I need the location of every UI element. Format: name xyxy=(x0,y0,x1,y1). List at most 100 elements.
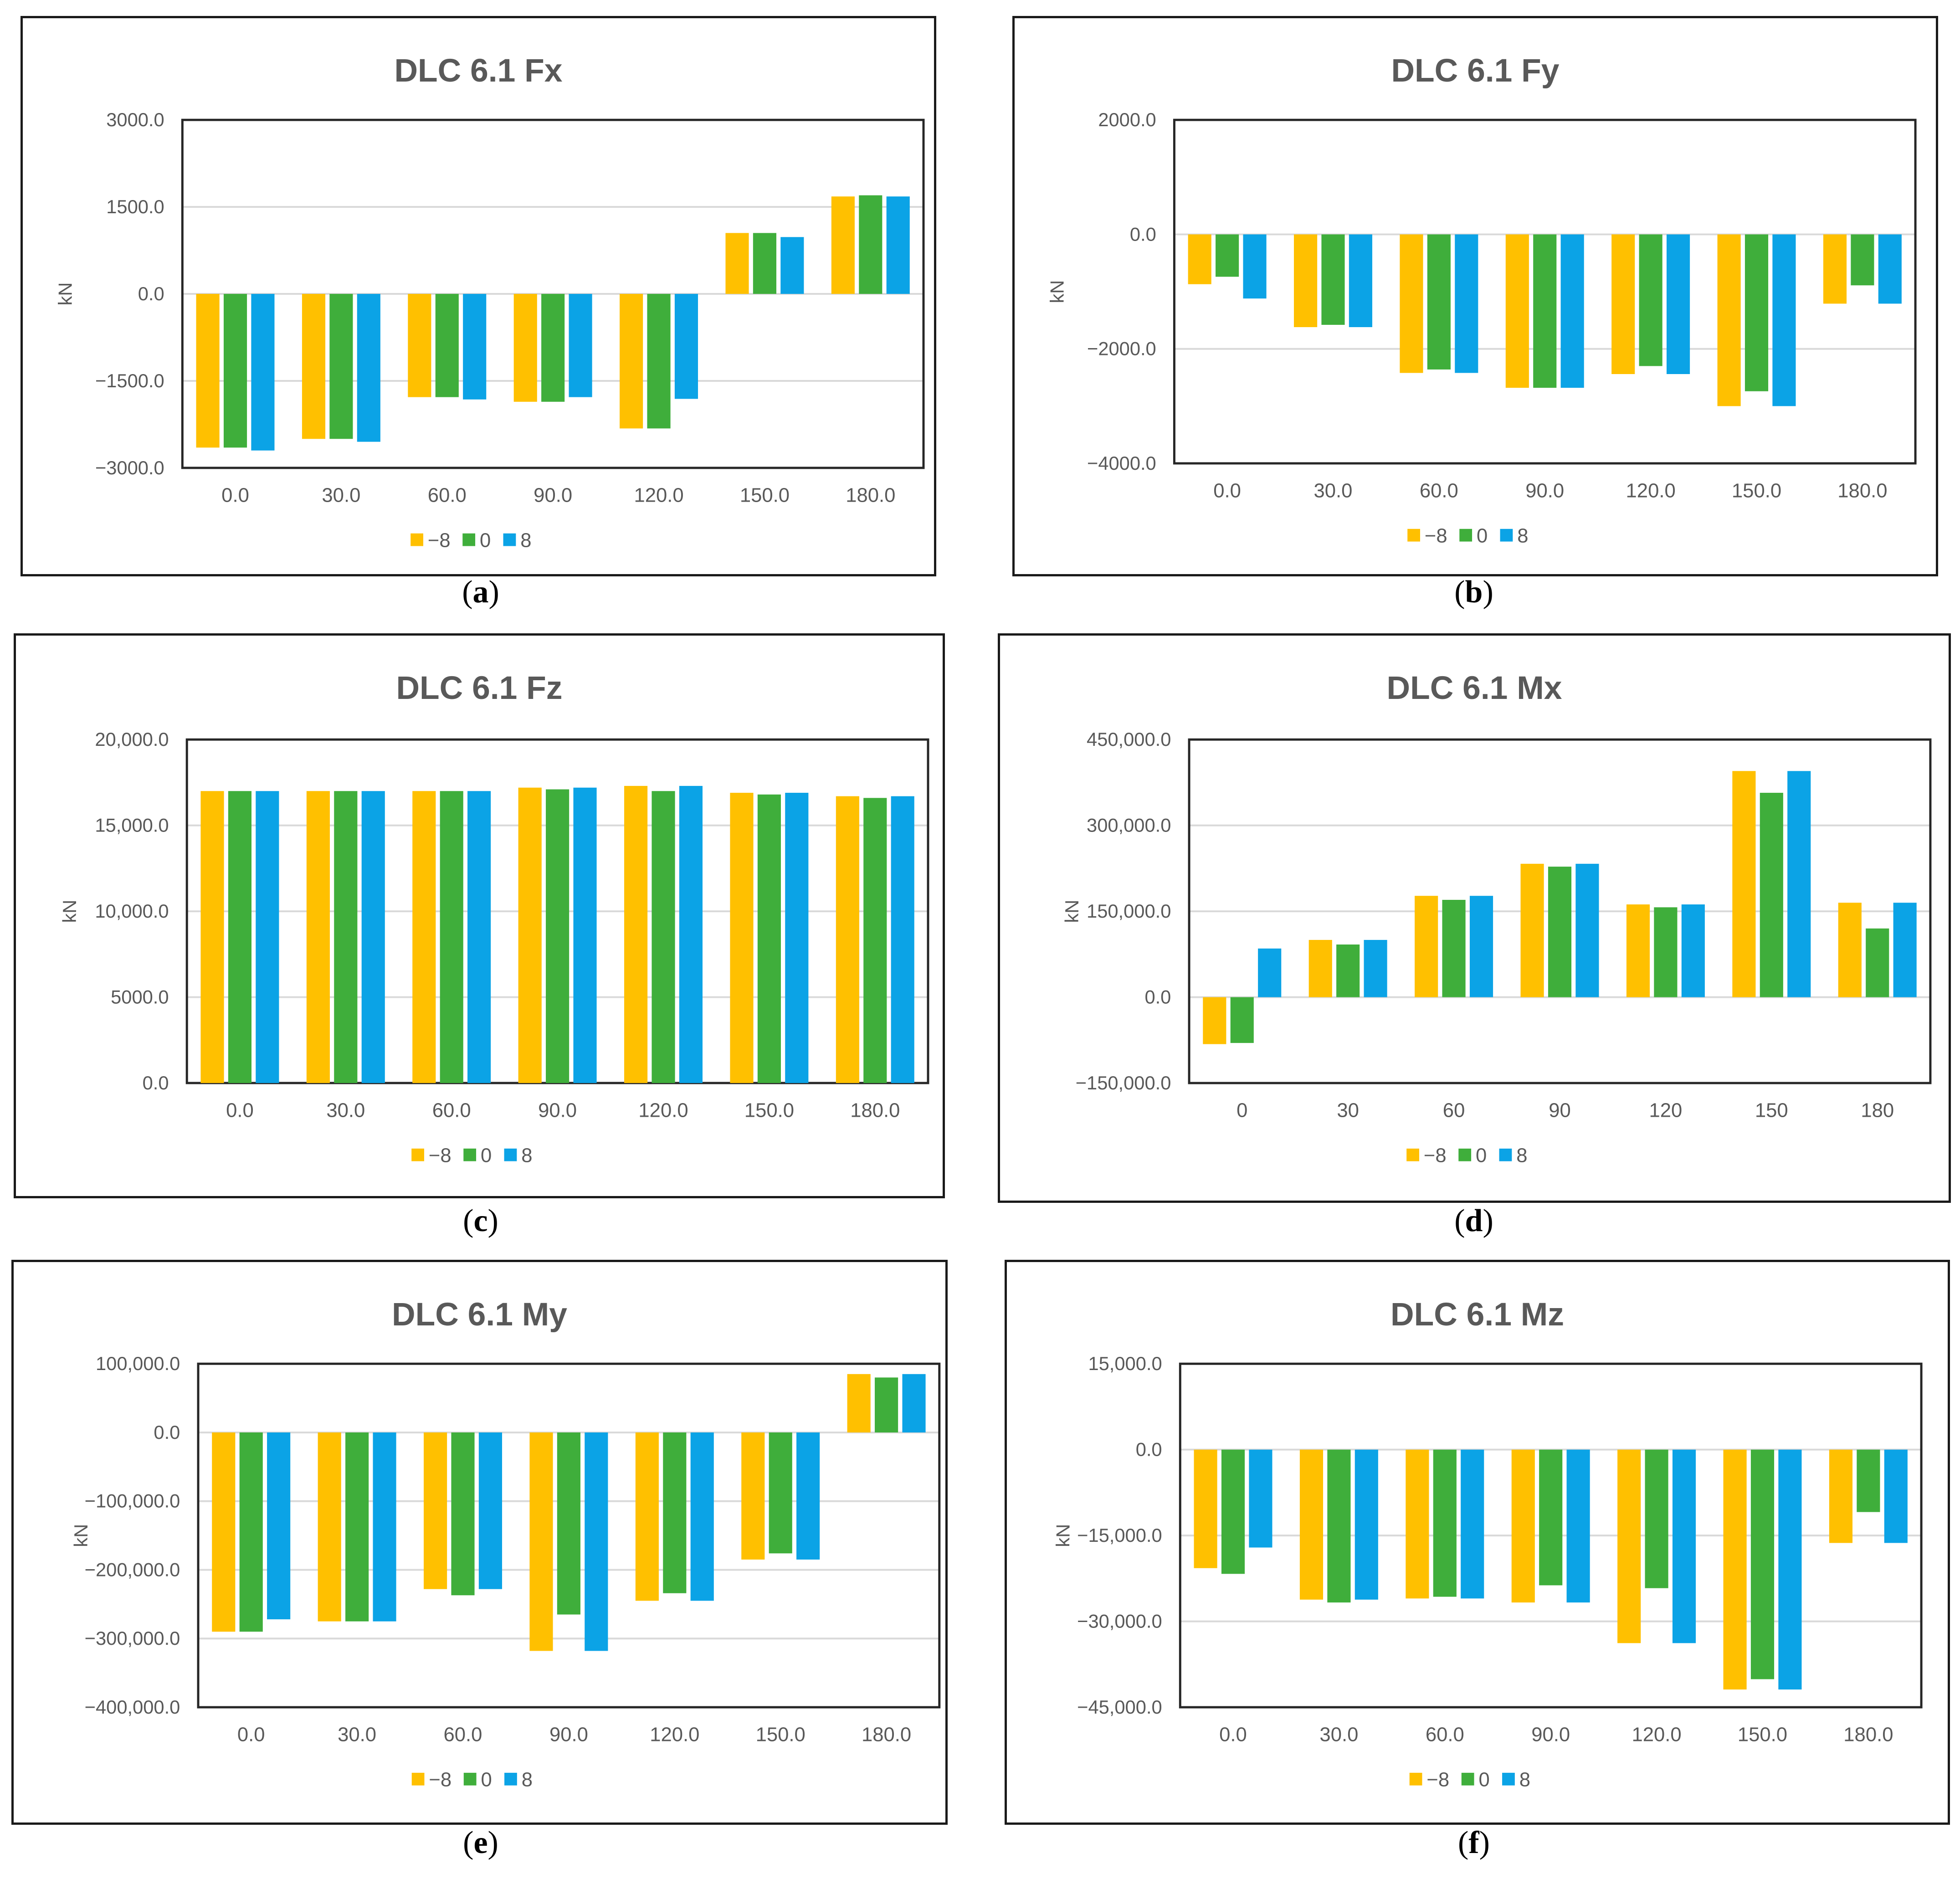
bar-neg8-3 xyxy=(1520,863,1544,997)
x-tick-label: 90.0 xyxy=(1531,1723,1570,1745)
bar-neg8-2 xyxy=(408,294,431,397)
bar-pos8-6 xyxy=(891,796,914,1083)
x-tick-label: 120.0 xyxy=(650,1723,699,1745)
bar-neg8-4 xyxy=(635,1432,659,1601)
bar-neg8-0 xyxy=(1203,997,1226,1044)
legend-label: 8 xyxy=(1517,525,1528,547)
legend-label: −8 xyxy=(429,1145,452,1167)
chart-svg: DLC 6.1 Mz 15,000.0 0.0 −15,000.0 −30,000.0 −… xyxy=(1052,1296,1923,1791)
bar-zero-1 xyxy=(345,1432,369,1622)
x-tick-label: 0.0 xyxy=(1213,479,1241,502)
y-tick-label: −15,000.0 xyxy=(1077,1525,1162,1546)
x-tick-label: 30.0 xyxy=(326,1099,365,1121)
bar-zero-3 xyxy=(541,294,565,402)
bar-zero-4 xyxy=(1645,1449,1668,1588)
bar-zero-4 xyxy=(663,1432,687,1593)
bar-pos8-6 xyxy=(1878,234,1902,304)
bar-pos8-2 xyxy=(1461,1449,1484,1599)
panel-caption-e: (e) xyxy=(463,1825,498,1860)
x-tick-label: 120.0 xyxy=(638,1099,688,1121)
x-tick-label: 150 xyxy=(1755,1099,1788,1121)
legend-swatch-neg8 xyxy=(1406,1148,1419,1161)
caption-letter: f xyxy=(1468,1825,1479,1860)
bar-zero-4 xyxy=(1654,907,1678,997)
bar-neg8-1 xyxy=(1299,1449,1324,1600)
bar-pos8-0 xyxy=(267,1432,291,1620)
bar-zero-1 xyxy=(334,791,358,1083)
x-tick-label: 0.0 xyxy=(221,484,249,506)
panel-caption-b: (b) xyxy=(1454,575,1493,610)
y-tick-label: 100,000.0 xyxy=(96,1353,180,1374)
legend-swatch-neg8 xyxy=(410,533,423,546)
bar-pos8-6 xyxy=(902,1374,926,1432)
bar-neg8-5 xyxy=(730,792,754,1083)
y-axis-label: kN xyxy=(1061,900,1083,923)
chart-title: DLC 6.1 Mx xyxy=(1387,670,1562,706)
bar-zero-2 xyxy=(1433,1449,1457,1597)
bar-zero-0 xyxy=(1216,234,1239,277)
bar-zero-1 xyxy=(1321,234,1345,325)
legend-label: 0 xyxy=(481,1769,492,1791)
y-axis-label: kN xyxy=(59,900,80,923)
bar-pos8-2 xyxy=(467,791,491,1083)
bar-pos8-0 xyxy=(1243,234,1267,299)
x-tick-label: 150.0 xyxy=(740,484,790,506)
legend-label: −8 xyxy=(429,1769,452,1791)
bar-zero-5 xyxy=(757,794,781,1083)
x-tick-label: 90.0 xyxy=(1525,479,1564,502)
bar-zero-0 xyxy=(1221,1449,1245,1574)
bar-neg8-1 xyxy=(306,791,330,1083)
bar-zero-0 xyxy=(1230,997,1254,1043)
bar-neg8-4 xyxy=(1617,1449,1641,1643)
bar-pos8-1 xyxy=(1364,939,1387,997)
legend-label: 8 xyxy=(521,1145,532,1167)
x-tick-label: 90.0 xyxy=(538,1099,577,1121)
bar-pos8-4 xyxy=(679,785,703,1083)
y-tick-label: −4000.0 xyxy=(1087,452,1156,474)
legend-label: 8 xyxy=(1516,1145,1527,1167)
bar-pos8-4 xyxy=(690,1432,714,1601)
bar-pos8-6 xyxy=(886,196,910,294)
chart-svg: DLC 6.1 My 100,000.0 0.0 −100,000.0 −200,000… xyxy=(70,1296,941,1791)
chart-title: DLC 6.1 Fx xyxy=(394,52,562,89)
legend-swatch-pos8 xyxy=(1500,529,1513,542)
x-tick-label: 90 xyxy=(1549,1099,1571,1121)
legend-label: −8 xyxy=(1426,1769,1449,1791)
y-tick-label: −1500.0 xyxy=(95,370,164,391)
legend-swatch-zero xyxy=(1461,1772,1474,1786)
bar-zero-2 xyxy=(435,294,459,397)
x-tick-label: 0 xyxy=(1237,1099,1247,1121)
bar-neg8-1 xyxy=(302,294,326,439)
bar-neg8-6 xyxy=(1838,903,1862,997)
bar-pos8-3 xyxy=(573,787,597,1083)
bar-pos8-5 xyxy=(1778,1449,1802,1690)
bar-pos8-3 xyxy=(1560,234,1584,388)
bar-zero-2 xyxy=(1427,234,1451,370)
x-tick-label: 0.0 xyxy=(237,1723,265,1745)
x-tick-label: 60.0 xyxy=(444,1723,482,1745)
legend-label: 0 xyxy=(480,529,491,551)
y-tick-label: 10,000.0 xyxy=(95,900,169,922)
y-tick-label: 3000.0 xyxy=(106,109,164,130)
legend-swatch-zero xyxy=(1459,529,1473,542)
caption-letter: c xyxy=(473,1203,488,1238)
y-tick-label: −30,000.0 xyxy=(1077,1610,1162,1632)
panel-caption-a: (a) xyxy=(462,575,499,610)
caption-letter: a xyxy=(472,575,489,610)
y-tick-label: −300,000.0 xyxy=(85,1627,180,1649)
bar-neg8-1 xyxy=(1294,234,1318,327)
chart-panel-e: DLC 6.1 My 100,000.0 0.0 −100,000.0 −200,000… xyxy=(11,1260,948,1825)
bar-pos8-3 xyxy=(1566,1449,1590,1603)
bar-neg8-6 xyxy=(1823,234,1847,304)
bar-pos8-0 xyxy=(256,791,279,1083)
bar-zero-4 xyxy=(652,791,675,1083)
bar-pos8-1 xyxy=(1355,1449,1378,1600)
chart-panel-d: DLC 6.1 Mx 450,000.0 300,000.0 150,000.0 0.0… xyxy=(998,633,1951,1203)
legend-swatch-pos8 xyxy=(504,1148,517,1161)
bar-neg8-2 xyxy=(1400,234,1423,373)
legend-swatch-pos8 xyxy=(1499,1148,1512,1161)
bar-pos8-3 xyxy=(585,1432,608,1651)
x-tick-label: 60.0 xyxy=(432,1099,471,1121)
y-axis-label: kN xyxy=(70,1524,92,1547)
x-tick-label: 30.0 xyxy=(338,1723,376,1745)
